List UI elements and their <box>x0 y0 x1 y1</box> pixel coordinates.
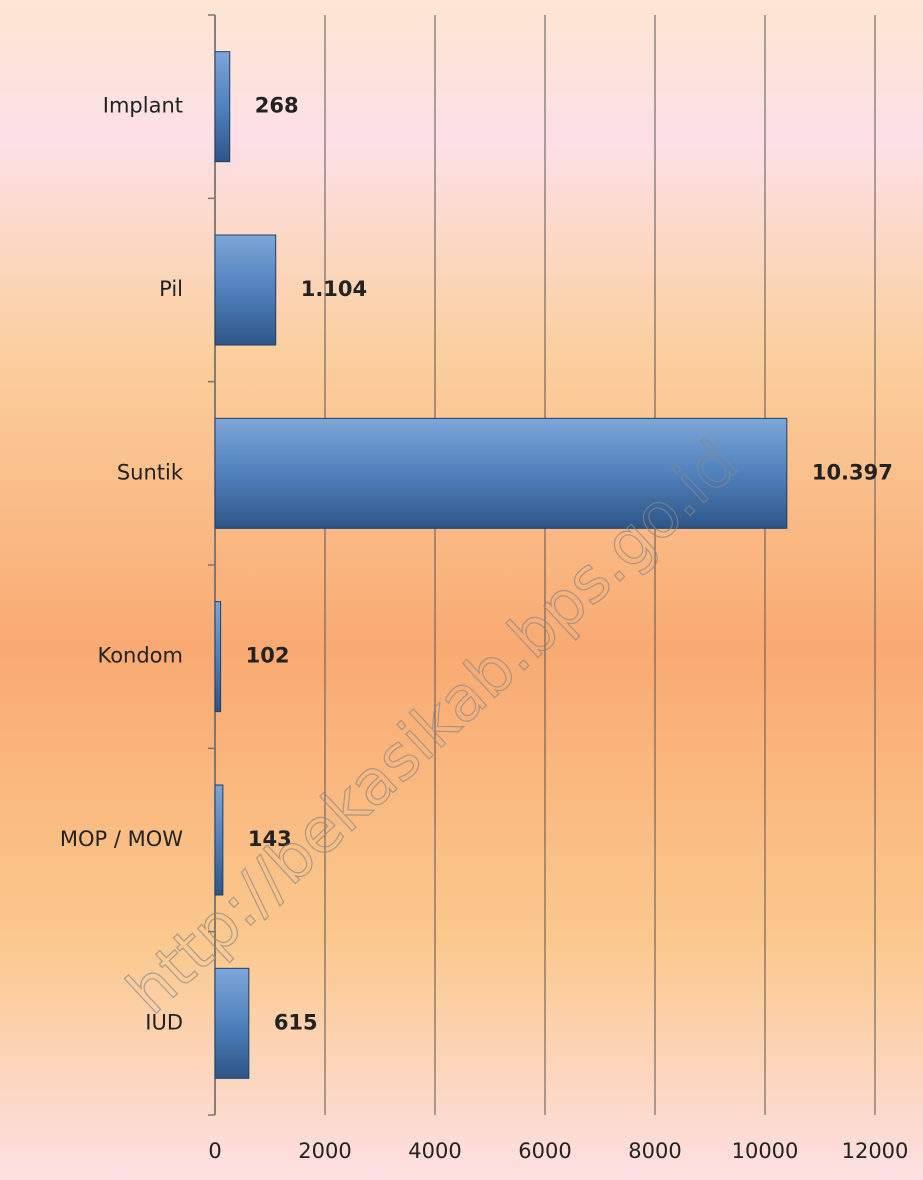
y-tick-label: Suntik <box>117 460 184 484</box>
y-tick-label: MOP / MOW <box>60 827 183 851</box>
data-label: 615 <box>274 1010 318 1034</box>
data-label: 102 <box>246 644 290 668</box>
data-label: 268 <box>255 94 299 118</box>
x-tick-label: 8000 <box>628 1139 681 1163</box>
bar <box>214 417 788 529</box>
data-label: 143 <box>248 827 292 851</box>
x-tick-label: 10000 <box>732 1139 799 1163</box>
bar <box>214 51 231 163</box>
y-tick-label: Kondom <box>97 644 183 668</box>
bar <box>214 967 250 1079</box>
x-tick-label: 12000 <box>842 1139 909 1163</box>
x-tick-label: 4000 <box>408 1139 461 1163</box>
bar <box>214 234 277 346</box>
data-label: 10.397 <box>812 460 893 484</box>
bar <box>214 601 222 713</box>
y-tick-label: Pil <box>159 277 183 301</box>
x-tick-label: 6000 <box>518 1139 571 1163</box>
y-tick-label: Implant <box>103 94 183 118</box>
data-label: 1.104 <box>301 277 367 301</box>
y-tick-label: IUD <box>145 1010 183 1034</box>
x-tick-label: 2000 <box>298 1139 351 1163</box>
bar <box>214 784 224 896</box>
x-tick-label: 0 <box>208 1139 221 1163</box>
